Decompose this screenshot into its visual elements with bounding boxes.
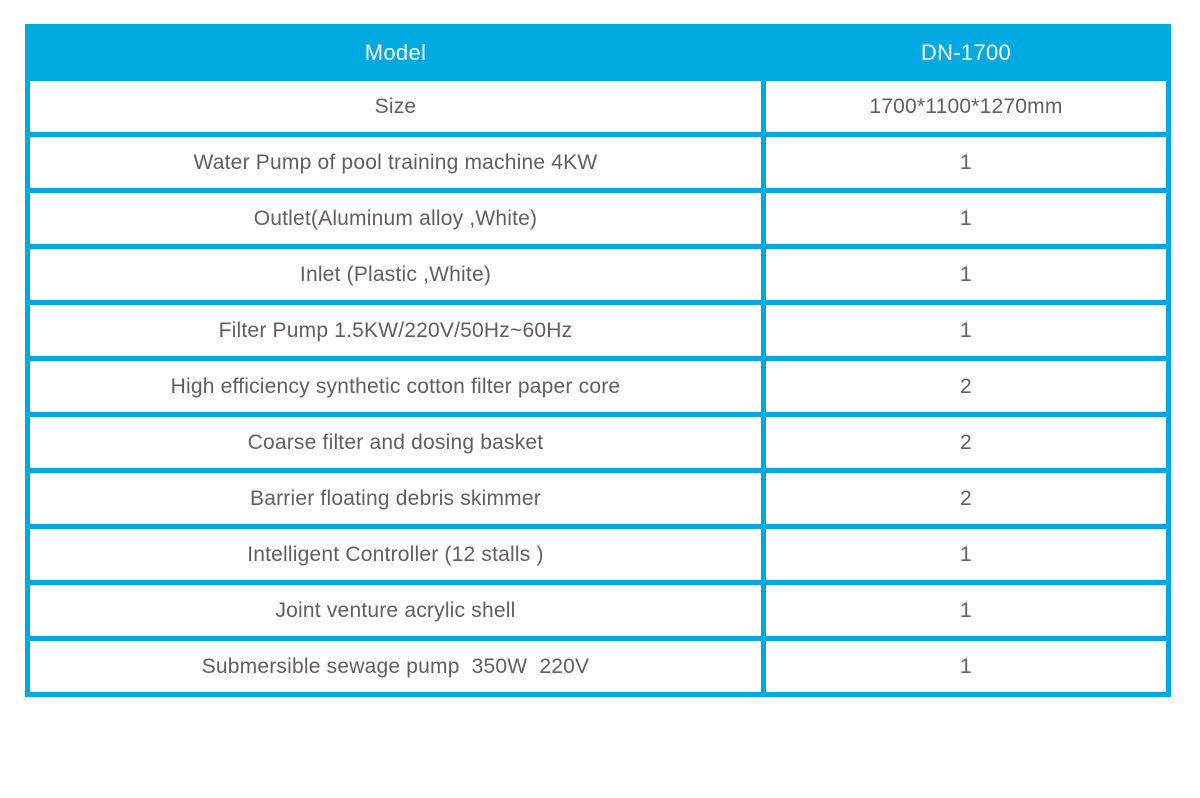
spec-value-cell: 1700*1100*1270mm [760, 76, 1172, 137]
spec-value-cell: 2 [760, 412, 1172, 473]
spec-value-cell: 1 [760, 580, 1172, 641]
table-row: Barrier floating debris skimmer 2 [25, 468, 1172, 529]
spec-label-cell: Coarse filter and dosing basket [25, 412, 766, 473]
spec-label-cell: Intelligent Controller (12 stalls ) [25, 524, 766, 585]
table-row: Coarse filter and dosing basket 2 [25, 412, 1172, 473]
header-model-value-cell: DN-1700 [760, 24, 1172, 81]
spec-label-cell: Size [25, 76, 766, 137]
table-row: Water Pump of pool training machine 4KW … [25, 132, 1172, 193]
spec-label-cell: Inlet (Plastic ,White) [25, 244, 766, 305]
spec-value-cell: 2 [760, 356, 1172, 417]
product-spec-table: Model DN-1700 Size 1700*1100*1270mm Wate… [25, 24, 1172, 697]
table-row: Inlet (Plastic ,White) 1 [25, 244, 1172, 305]
table-row: Intelligent Controller (12 stalls ) 1 [25, 524, 1172, 585]
spec-label-cell: Barrier floating debris skimmer [25, 468, 766, 529]
spec-value-cell: 1 [760, 636, 1172, 697]
spec-table-body: Size 1700*1100*1270mm Water Pump of pool… [25, 76, 1172, 697]
spec-value-cell: 1 [760, 300, 1172, 361]
spec-value-cell: 1 [760, 188, 1172, 249]
spec-value-cell: 1 [760, 524, 1172, 585]
table-row: Size 1700*1100*1270mm [25, 76, 1172, 137]
spec-label-cell: Outlet(Aluminum alloy ,White) [25, 188, 766, 249]
spec-label-cell: Water Pump of pool training machine 4KW [25, 132, 766, 193]
table-row: Filter Pump 1.5KW/220V/50Hz~60Hz 1 [25, 300, 1172, 361]
table-row: High efficiency synthetic cotton filter … [25, 356, 1172, 417]
spec-label-cell: Joint venture acrylic shell [25, 580, 766, 641]
table-row: Joint venture acrylic shell 1 [25, 580, 1172, 641]
header-row: Model DN-1700 [25, 24, 1172, 81]
spec-table-container: Model DN-1700 Size 1700*1100*1270mm Wate… [25, 24, 1172, 697]
spec-label-cell: Submersible sewage pump 350W 220V [25, 636, 766, 697]
spec-label-cell: High efficiency synthetic cotton filter … [25, 356, 766, 417]
table-row: Submersible sewage pump 350W 220V 1 [25, 636, 1172, 697]
spec-table-header: Model DN-1700 [25, 24, 1172, 81]
spec-value-cell: 1 [760, 132, 1172, 193]
spec-label-cell: Filter Pump 1.5KW/220V/50Hz~60Hz [25, 300, 766, 361]
table-row: Outlet(Aluminum alloy ,White) 1 [25, 188, 1172, 249]
header-model-cell: Model [25, 24, 766, 81]
spec-value-cell: 1 [760, 244, 1172, 305]
spec-value-cell: 2 [760, 468, 1172, 529]
